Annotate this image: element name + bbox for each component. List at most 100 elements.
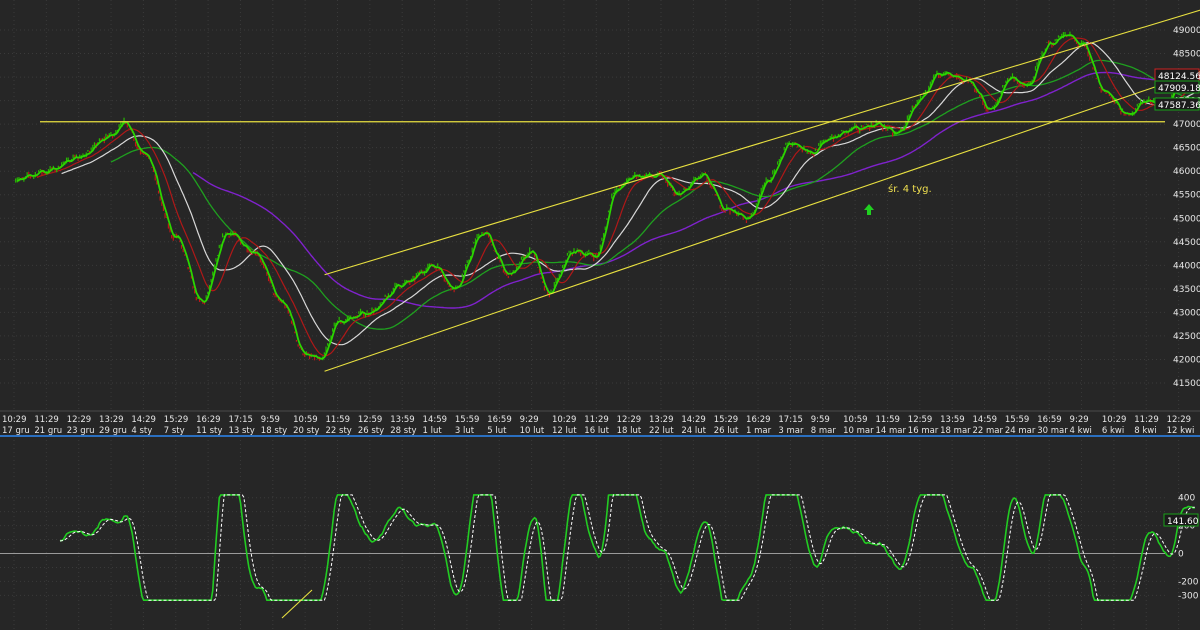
moving-average-60 bbox=[110, 59, 1195, 330]
time-label: 15:59 bbox=[1005, 415, 1030, 425]
date-label: 8 kwi bbox=[1134, 426, 1156, 436]
date-label: 26 sty bbox=[358, 426, 384, 436]
annotation-label: śr. 4 tyg. bbox=[888, 183, 932, 195]
time-label: 9:29 bbox=[520, 415, 539, 425]
time-label: 17:15 bbox=[778, 415, 803, 425]
price-grid bbox=[0, 0, 1180, 410]
oscillator-tick-label: 0 bbox=[1178, 550, 1184, 560]
price-tick-label: 41500 bbox=[1173, 379, 1200, 389]
date-label: 4 kwi bbox=[1070, 426, 1092, 436]
time-label: 14:29 bbox=[681, 415, 706, 425]
time-label: 12:29 bbox=[67, 415, 92, 425]
time-label: 10:59 bbox=[293, 415, 318, 425]
last-value-badge: 47909.18 bbox=[1154, 80, 1200, 94]
time-label: 12:29 bbox=[617, 415, 642, 425]
date-label: 22 sty bbox=[326, 426, 352, 436]
date-label: 17 gru bbox=[2, 426, 30, 436]
price-tick-label: 43000 bbox=[1173, 308, 1200, 318]
date-label: 7 sty bbox=[164, 426, 185, 436]
oscillator-last-value: 141.60 bbox=[1167, 517, 1199, 527]
date-label: 13 sty bbox=[228, 426, 254, 436]
up-arrow-icon bbox=[864, 204, 874, 215]
channel-lower-line bbox=[324, 70, 1200, 372]
time-label: 12:59 bbox=[358, 415, 383, 425]
date-label: 22 lut bbox=[649, 426, 674, 436]
time-label: 9:59 bbox=[811, 415, 830, 425]
annotation: śr. 4 tyg. bbox=[864, 183, 932, 215]
price-tick-label: 46000 bbox=[1173, 167, 1200, 177]
last-value-label: 47909.18 bbox=[1158, 84, 1200, 94]
date-label: 14 mar bbox=[875, 426, 906, 436]
time-label: 14:59 bbox=[423, 415, 448, 425]
time-label: 15:29 bbox=[164, 415, 189, 425]
time-label: 16:29 bbox=[746, 415, 771, 425]
time-label: 10:29 bbox=[1102, 415, 1127, 425]
oscillator-series bbox=[59, 494, 1195, 619]
last-value-badge: 48124.56 bbox=[1154, 68, 1200, 82]
time-label: 11:29 bbox=[34, 415, 59, 425]
date-label: 3 lut bbox=[455, 426, 475, 436]
date-label: 20 sty bbox=[293, 426, 319, 436]
oscillator-tick-label: -200 bbox=[1178, 577, 1199, 587]
last-value-badges: 48124.56 47909.18 47587.36 bbox=[1154, 68, 1200, 111]
date-label: 8 mar bbox=[811, 426, 837, 436]
time-label: 12:59 bbox=[908, 415, 933, 425]
time-label: 11:59 bbox=[326, 415, 351, 425]
oscillator-signal-line bbox=[59, 494, 1195, 601]
date-label: 16 mar bbox=[908, 426, 939, 436]
last-value-label: 48124.56 bbox=[1158, 72, 1200, 82]
oscillator-y-axis: 400 200 0 -200 -300 bbox=[1178, 494, 1199, 602]
date-label: 24 mar bbox=[1005, 426, 1036, 436]
time-label: 15:59 bbox=[455, 415, 480, 425]
time-label: 15:29 bbox=[714, 415, 739, 425]
date-label: 16 lut bbox=[584, 426, 609, 436]
date-label: 18 sty bbox=[261, 426, 287, 436]
price-tick-label: 44500 bbox=[1173, 238, 1200, 248]
time-label: 16:59 bbox=[487, 415, 512, 425]
date-label: 28 sty bbox=[390, 426, 416, 436]
time-label: 10:29 bbox=[2, 415, 27, 425]
time-label: 10:59 bbox=[843, 415, 868, 425]
price-tick-label: 46500 bbox=[1173, 144, 1200, 154]
oscillator-tick-label: 200 bbox=[1178, 522, 1195, 532]
price-tick-label: 42500 bbox=[1173, 332, 1200, 342]
oscillator-grid bbox=[0, 440, 1180, 630]
date-label: 30 mar bbox=[1037, 426, 1068, 436]
price-tick-label: 47000 bbox=[1173, 120, 1200, 130]
time-label: 11:29 bbox=[584, 415, 609, 425]
price-tick-label: 49000 bbox=[1173, 26, 1200, 36]
date-label: 29 gru bbox=[99, 426, 127, 436]
date-label: 1 mar bbox=[746, 426, 772, 436]
date-label: 10 lut bbox=[520, 426, 545, 436]
time-label: 11:29 bbox=[1134, 415, 1159, 425]
date-label: 18 mar bbox=[940, 426, 971, 436]
date-label: 4 sty bbox=[131, 426, 152, 436]
price-tick-label: 48500 bbox=[1173, 50, 1200, 60]
channel-upper-line bbox=[324, 9, 1200, 276]
price-tick-label: 43500 bbox=[1173, 285, 1200, 295]
moving-average-15 bbox=[36, 37, 1196, 357]
date-label: 26 lut bbox=[714, 426, 739, 436]
date-label: 11 sty bbox=[196, 426, 222, 436]
time-label: 10:29 bbox=[552, 415, 577, 425]
time-label: 13:59 bbox=[940, 415, 965, 425]
oscillator-tick-label: 400 bbox=[1178, 494, 1195, 504]
oscillator-last-value-badge: 141.60 bbox=[1163, 513, 1199, 527]
time-label: 17:15 bbox=[228, 415, 253, 425]
price-tick-label: 44000 bbox=[1173, 261, 1200, 271]
date-label: 21 gru bbox=[34, 426, 62, 436]
date-label: 1 lut bbox=[423, 426, 443, 436]
last-value-badge: 47587.36 bbox=[1154, 97, 1200, 111]
time-label: 16:29 bbox=[196, 415, 221, 425]
price-tick-label: 45500 bbox=[1173, 191, 1200, 201]
time-label: 12:29 bbox=[1167, 415, 1192, 425]
price-tick-label: 42000 bbox=[1173, 355, 1200, 365]
date-label: 3 mar bbox=[778, 426, 804, 436]
price-series bbox=[15, 9, 1200, 372]
date-label: 24 lut bbox=[681, 426, 706, 436]
date-label: 23 gru bbox=[67, 426, 95, 436]
last-value-label: 47587.36 bbox=[1158, 101, 1200, 111]
time-label: 16:59 bbox=[1037, 415, 1062, 425]
